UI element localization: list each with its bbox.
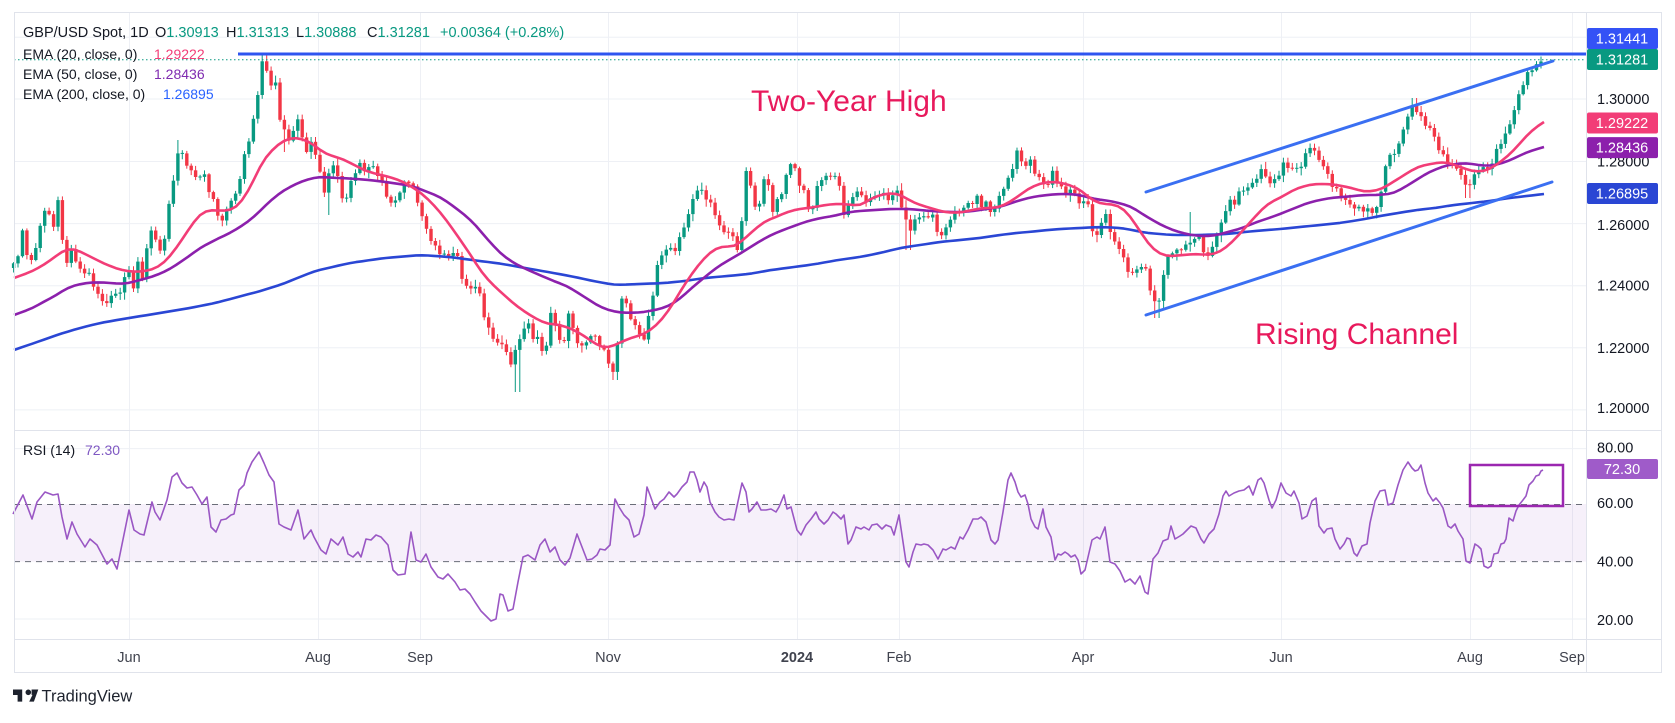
svg-text:Jun: Jun [1269,650,1292,666]
svg-text:1.28000: 1.28000 [1597,155,1649,171]
svg-text:1.22000: 1.22000 [1597,341,1649,357]
svg-text:Sep: Sep [407,650,433,666]
svg-text:1.31441: 1.31441 [1596,32,1648,48]
svg-text:1.28436: 1.28436 [1596,141,1648,157]
svg-text:40.00: 40.00 [1597,555,1633,571]
svg-text:L1.30888: L1.30888 [296,25,357,41]
svg-text:72.30: 72.30 [1604,462,1640,478]
svg-text:EMA (50, close, 0) 1.28436: EMA (50, close, 0) 1.28436 [23,66,205,82]
svg-text:Nov: Nov [595,650,622,666]
svg-text:80.00: 80.00 [1597,441,1633,457]
svg-text:RSI (14) 72.30: RSI (14) 72.30 [23,442,120,458]
svg-text:Aug: Aug [1457,650,1483,666]
svg-text:60.00: 60.00 [1597,496,1633,512]
svg-text:EMA (200, close, 0) 1.26895: EMA (200, close, 0) 1.26895 [23,86,214,102]
svg-text:1.24000: 1.24000 [1597,279,1649,295]
svg-text:Aug: Aug [305,650,331,666]
svg-text:EMA (20, close, 0) 1.29222: EMA (20, close, 0) 1.29222 [23,46,205,62]
svg-text:1.26000: 1.26000 [1597,218,1649,234]
svg-text:Sep: Sep [1559,650,1585,666]
svg-text:O1.30913: O1.30913 [155,25,219,41]
svg-text:1.29222: 1.29222 [1596,116,1648,132]
svg-text:1.26895: 1.26895 [1596,187,1648,203]
svg-text:Jun: Jun [117,650,140,666]
svg-text:C1.31281: C1.31281 [367,25,430,41]
svg-text:H1.31313: H1.31313 [226,25,289,41]
svg-text:1.31281: 1.31281 [1596,53,1648,69]
svg-text:1.30000: 1.30000 [1597,92,1649,108]
svg-text:TradingView: TradingView [42,688,133,706]
svg-text:Rising Channel: Rising Channel [1255,318,1458,351]
svg-text:Apr: Apr [1072,650,1095,666]
svg-text:Feb: Feb [887,650,912,666]
svg-text:GBP/USD Spot, 1D: GBP/USD Spot, 1D [23,25,149,41]
svg-text:Two-Year High: Two-Year High [751,85,947,118]
svg-text:2024: 2024 [781,650,813,666]
svg-text:+0.00364 (+0.28%): +0.00364 (+0.28%) [440,25,564,41]
svg-text:20.00: 20.00 [1597,613,1633,629]
svg-text:1.20000: 1.20000 [1597,401,1649,417]
